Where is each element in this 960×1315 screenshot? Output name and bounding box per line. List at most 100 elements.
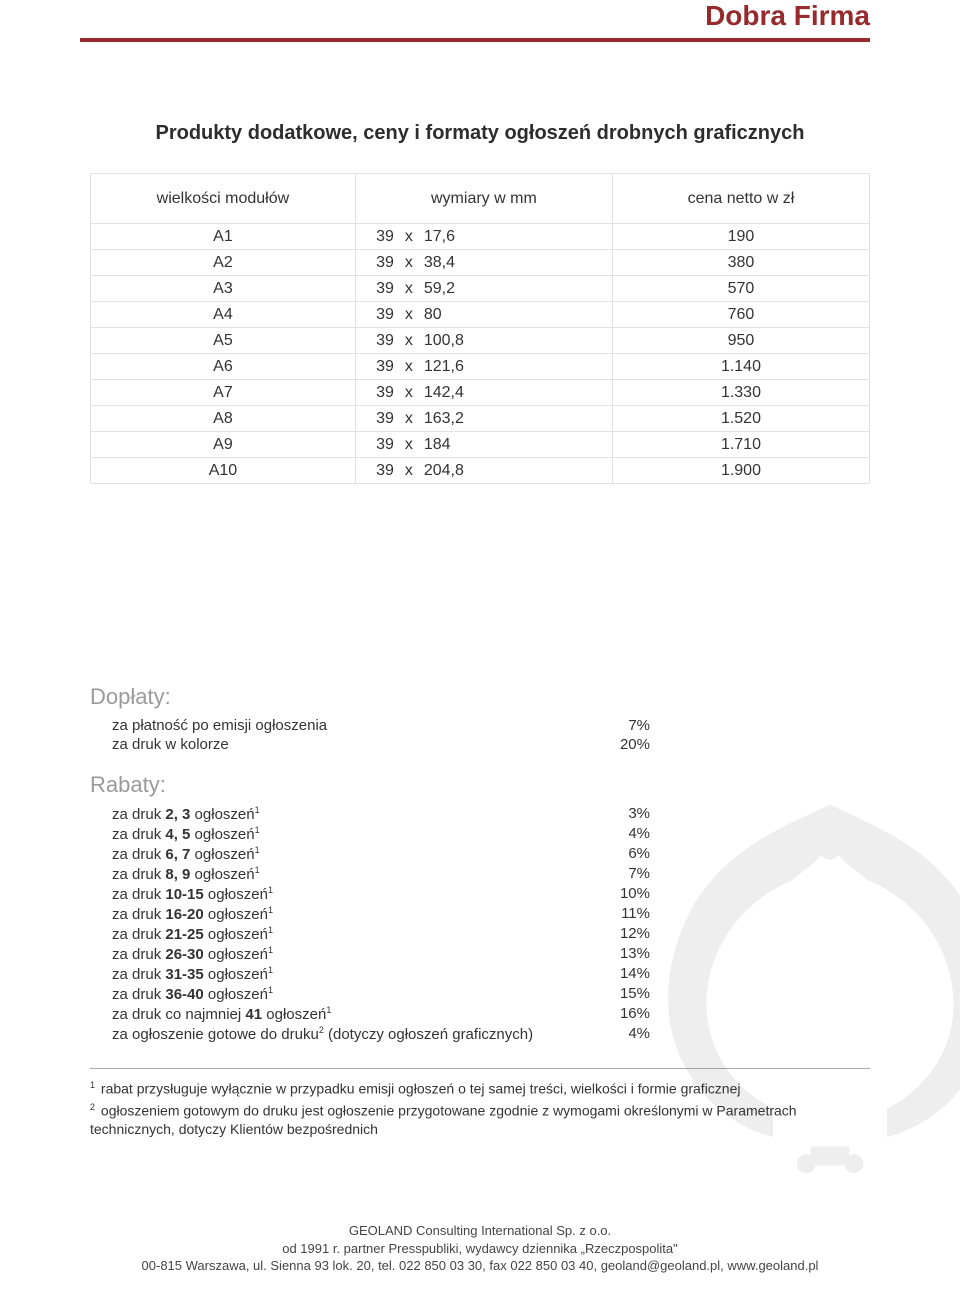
cell-price: 1.710 bbox=[612, 432, 869, 458]
cell-dimensions: 39x100,8 bbox=[355, 328, 612, 354]
cell-module: A10 bbox=[91, 458, 356, 484]
surcharges-section: Dopłaty: za płatność po emisji ogłoszeni… bbox=[0, 684, 960, 754]
cell-price: 380 bbox=[612, 250, 869, 276]
footnote-divider bbox=[90, 1068, 870, 1069]
surcharge-value: 20% bbox=[590, 736, 650, 753]
discount-line: za druk 16-20 ogłoszeń111% bbox=[90, 904, 650, 924]
cell-dimensions: 39x59,2 bbox=[355, 276, 612, 302]
surcharge-line: za druk w kolorze20% bbox=[90, 735, 650, 754]
col-header-price: cena netto w zł bbox=[612, 174, 869, 224]
discount-line: za druk 36-40 ogłoszeń115% bbox=[90, 984, 650, 1004]
discount-value: 15% bbox=[590, 985, 650, 1003]
discount-value: 13% bbox=[590, 945, 650, 963]
cell-dimensions: 39x204,8 bbox=[355, 458, 612, 484]
discount-value: 7% bbox=[590, 865, 650, 883]
discount-label: za druk 10-15 ogłoszeń1 bbox=[112, 885, 590, 903]
discount-label: za druk 16-20 ogłoszeń1 bbox=[112, 905, 590, 923]
modules-table: wielkości modułów wymiary w mm cena nett… bbox=[90, 173, 870, 484]
discount-value: 4% bbox=[590, 1025, 650, 1043]
surcharge-value: 7% bbox=[590, 717, 650, 734]
page-title: Produkty dodatkowe, ceny i formaty ogłos… bbox=[90, 122, 870, 145]
surcharge-line: za płatność po emisji ogłoszenia7% bbox=[90, 716, 650, 735]
discounts-heading: Rabaty: bbox=[90, 772, 870, 798]
page-footer: GEOLAND Consulting International Sp. z o… bbox=[0, 1222, 960, 1275]
cell-module: A2 bbox=[91, 250, 356, 276]
table-row: A239x38,4380 bbox=[91, 250, 870, 276]
table-row: A339x59,2570 bbox=[91, 276, 870, 302]
table-row: A439x80760 bbox=[91, 302, 870, 328]
footnote: 2 ogłoszeniem gotowym do druku jest ogło… bbox=[90, 1101, 870, 1139]
table-row: A939x1841.710 bbox=[91, 432, 870, 458]
cell-price: 190 bbox=[612, 224, 869, 250]
footnote: 1 rabat przysługuje wyłącznie w przypadk… bbox=[90, 1079, 870, 1099]
header-rule bbox=[80, 38, 870, 42]
cell-dimensions: 39x80 bbox=[355, 302, 612, 328]
cell-module: A9 bbox=[91, 432, 356, 458]
cell-price: 1.330 bbox=[612, 380, 869, 406]
table-row: A539x100,8950 bbox=[91, 328, 870, 354]
discount-line: za druk 21-25 ogłoszeń112% bbox=[90, 924, 650, 944]
discount-line: za druk 26-30 ogłoszeń113% bbox=[90, 944, 650, 964]
cell-dimensions: 39x184 bbox=[355, 432, 612, 458]
cell-price: 1.520 bbox=[612, 406, 869, 432]
surcharge-label: za płatność po emisji ogłoszenia bbox=[112, 717, 590, 734]
col-header-modules: wielkości modułów bbox=[91, 174, 356, 224]
discount-value: 10% bbox=[590, 885, 650, 903]
discount-label: za druk 21-25 ogłoszeń1 bbox=[112, 925, 590, 943]
footer-line-1: GEOLAND Consulting International Sp. z o… bbox=[0, 1222, 960, 1240]
discount-line: za druk 10-15 ogłoszeń110% bbox=[90, 884, 650, 904]
cell-dimensions: 39x142,4 bbox=[355, 380, 612, 406]
cell-price: 760 bbox=[612, 302, 869, 328]
cell-dimensions: 39x38,4 bbox=[355, 250, 612, 276]
discount-label: za druk 36-40 ogłoszeń1 bbox=[112, 985, 590, 1003]
discount-value: 6% bbox=[590, 845, 650, 863]
cell-module: A7 bbox=[91, 380, 356, 406]
discount-label: za druk 4, 5 ogłoszeń1 bbox=[112, 825, 590, 843]
cell-price: 1.140 bbox=[612, 354, 869, 380]
discount-line: za druk 31-35 ogłoszeń114% bbox=[90, 964, 650, 984]
discount-label: za ogłoszenie gotowe do druku2 (dotyczy … bbox=[112, 1025, 590, 1043]
cell-module: A1 bbox=[91, 224, 356, 250]
discount-value: 16% bbox=[590, 1005, 650, 1023]
discount-label: za druk 2, 3 ogłoszeń1 bbox=[112, 805, 590, 823]
discount-value: 12% bbox=[590, 925, 650, 943]
discount-label: za druk 6, 7 ogłoszeń1 bbox=[112, 845, 590, 863]
discount-label: za druk 8, 9 ogłoszeń1 bbox=[112, 865, 590, 883]
cell-module: A4 bbox=[91, 302, 356, 328]
discount-line: za ogłoszenie gotowe do druku2 (dotyczy … bbox=[90, 1024, 650, 1044]
surcharges-heading: Dopłaty: bbox=[90, 684, 870, 710]
cell-price: 570 bbox=[612, 276, 869, 302]
table-row: A139x17,6190 bbox=[91, 224, 870, 250]
cell-module: A8 bbox=[91, 406, 356, 432]
page-header: Dobra Firma bbox=[0, 0, 960, 42]
discounts-section: Rabaty: za druk 2, 3 ogłoszeń13%za druk … bbox=[0, 772, 960, 1044]
discount-value: 11% bbox=[590, 905, 650, 923]
discount-label: za druk co najmniej 41 ogłoszeń1 bbox=[112, 1005, 590, 1023]
footer-line-2: od 1991 r. partner Presspubliki, wydawcy… bbox=[0, 1240, 960, 1258]
cell-price: 1.900 bbox=[612, 458, 869, 484]
table-header-row: wielkości modułów wymiary w mm cena nett… bbox=[91, 174, 870, 224]
discount-value: 14% bbox=[590, 965, 650, 983]
brand-title: Dobra Firma bbox=[0, 0, 960, 38]
cell-module: A6 bbox=[91, 354, 356, 380]
discount-value: 4% bbox=[590, 825, 650, 843]
cell-price: 950 bbox=[612, 328, 869, 354]
table-row: A739x142,41.330 bbox=[91, 380, 870, 406]
table-row: A639x121,61.140 bbox=[91, 354, 870, 380]
discount-line: za druk 8, 9 ogłoszeń17% bbox=[90, 864, 650, 884]
footer-line-3: 00-815 Warszawa, ul. Sienna 93 lok. 20, … bbox=[0, 1257, 960, 1275]
main-content: Produkty dodatkowe, ceny i formaty ogłos… bbox=[0, 42, 960, 484]
table-row: A839x163,21.520 bbox=[91, 406, 870, 432]
col-header-dimensions: wymiary w mm bbox=[355, 174, 612, 224]
discount-line: za druk 2, 3 ogłoszeń13% bbox=[90, 804, 650, 824]
discount-line: za druk 6, 7 ogłoszeń16% bbox=[90, 844, 650, 864]
cell-dimensions: 39x121,6 bbox=[355, 354, 612, 380]
surcharge-label: za druk w kolorze bbox=[112, 736, 590, 753]
cell-module: A3 bbox=[91, 276, 356, 302]
discount-line: za druk co najmniej 41 ogłoszeń116% bbox=[90, 1004, 650, 1024]
discount-value: 3% bbox=[590, 805, 650, 823]
discount-line: za druk 4, 5 ogłoszeń14% bbox=[90, 824, 650, 844]
table-row: A1039x204,81.900 bbox=[91, 458, 870, 484]
discount-label: za druk 26-30 ogłoszeń1 bbox=[112, 945, 590, 963]
cell-dimensions: 39x17,6 bbox=[355, 224, 612, 250]
